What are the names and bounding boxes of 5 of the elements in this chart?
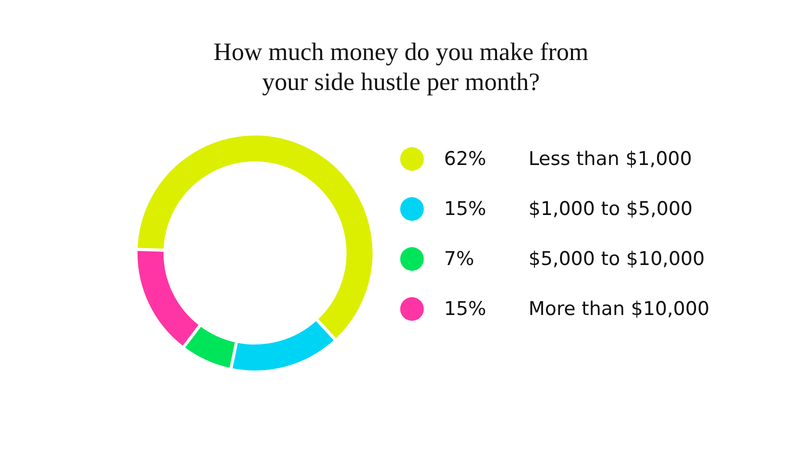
legend-label: 7% $5,000 to $10,000 xyxy=(444,248,705,270)
legend-label: 15% More than $10,000 xyxy=(444,298,710,320)
chart-title: How much money do you make from your side hustle per month? xyxy=(214,39,590,96)
legend-label: 62% Less than $1,000 xyxy=(444,148,692,170)
legend-label: 15% $1,000 to $5,000 xyxy=(444,198,693,220)
